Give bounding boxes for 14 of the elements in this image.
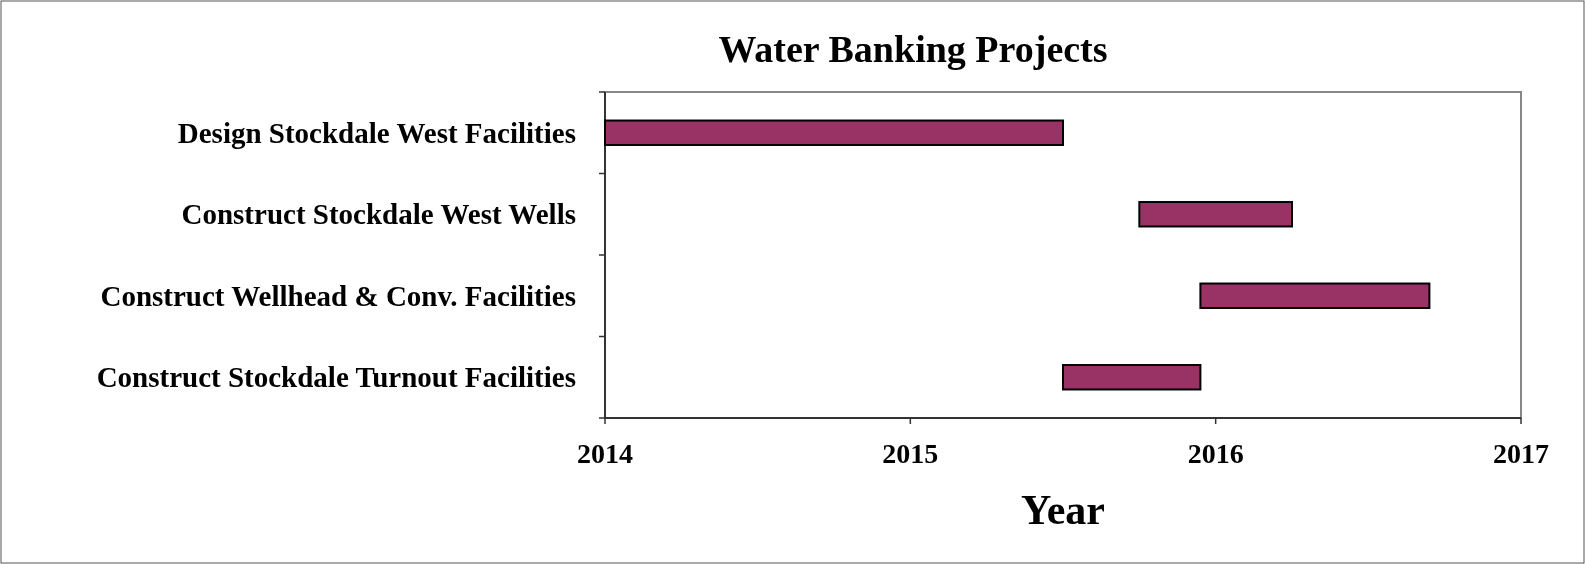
y-tick-label: Construct Stockdale Turnout Facilities (96, 361, 576, 394)
chart-title: Water Banking Projects (718, 28, 1108, 70)
bar (604, 119, 1064, 146)
x-tick-label: 2014 (577, 438, 633, 469)
bar (1062, 364, 1202, 391)
x-axis-title: Year (1021, 487, 1105, 533)
y-tick-label: Construct Stockdale West Wells (181, 198, 576, 231)
bar (1138, 201, 1293, 228)
x-tick-label: 2017 (1493, 438, 1549, 469)
x-tick-label: 2015 (882, 438, 939, 469)
x-tick-label: 2016 (1187, 438, 1244, 469)
y-tick-label: Construct Wellhead & Conv. Facilities (100, 279, 576, 312)
bar (1199, 282, 1431, 309)
y-tick-label: Design Stockdale West Facilities (177, 116, 576, 149)
